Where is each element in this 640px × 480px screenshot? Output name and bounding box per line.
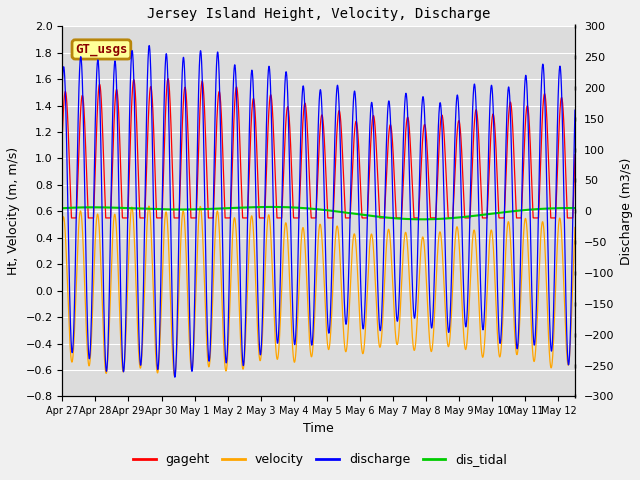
Line: dis_tidal: dis_tidal [62,207,575,219]
Legend: gageht, velocity, discharge, dis_tidal: gageht, velocity, discharge, dis_tidal [128,448,512,471]
gageht [392,209,400,215]
velocity [441,304,449,310]
velocity [58,219,66,225]
discharge [58,81,66,86]
Line: gageht: gageht [62,79,575,218]
discharge [441,240,449,246]
Title: Jersey Island Height, Velocity, Discharge: Jersey Island Height, Velocity, Discharg… [147,7,490,21]
dis_tidal [366,213,374,218]
Line: velocity: velocity [62,206,575,376]
dis_tidal [418,216,426,222]
velocity [392,336,400,342]
gageht [255,192,262,198]
velocity [145,203,153,209]
Y-axis label: Ht, Velocity (m, m/s): Ht, Velocity (m, m/s) [7,147,20,276]
gageht [58,132,66,137]
gageht [571,152,579,157]
gageht [480,215,488,221]
dis_tidal [441,216,449,221]
discharge [171,374,179,380]
discharge [392,304,400,310]
discharge [152,316,159,322]
Y-axis label: Discharge (m3/s): Discharge (m3/s) [620,157,633,265]
velocity [255,344,262,349]
Line: discharge: discharge [62,46,575,377]
velocity [171,373,179,379]
dis_tidal [268,204,275,210]
gageht [366,156,374,162]
gageht [68,215,76,221]
velocity [366,240,374,245]
dis_tidal [571,205,579,211]
dis_tidal [254,204,262,210]
discharge [480,318,488,324]
velocity [571,225,579,230]
Text: GT_usgs: GT_usgs [75,43,127,56]
velocity [152,349,159,355]
dis_tidal [480,212,488,217]
dis_tidal [392,216,399,221]
discharge [145,43,153,48]
dis_tidal [58,205,66,211]
discharge [366,121,374,127]
discharge [571,108,579,113]
gageht [152,185,159,191]
discharge [255,315,262,321]
dis_tidal [152,206,159,212]
gageht [164,76,172,82]
velocity [480,347,488,353]
X-axis label: Time: Time [303,421,334,435]
gageht [441,150,449,156]
